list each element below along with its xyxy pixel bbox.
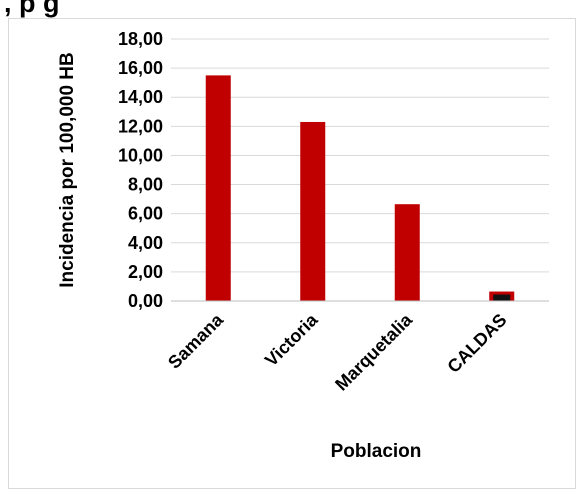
gridlines	[171, 38, 549, 302]
y-tick-label: 10,00	[118, 145, 163, 165]
y-tick-label: 18,00	[118, 29, 163, 49]
x-tick-label: Victoria	[261, 309, 322, 370]
y-axis-label: Incidencia por 100,000 HB	[57, 52, 78, 288]
bar-chart: 0,00 2,00 4,00 6,00 8,00 10,00 12,00 14,00 16,00…	[57, 29, 549, 462]
bars	[205, 75, 515, 301]
y-tick-label: 12,00	[118, 116, 163, 136]
y-tick-label: 16,00	[118, 58, 163, 78]
y-tick-label: 4,00	[128, 233, 163, 253]
bar-samana	[205, 75, 231, 301]
y-tick-label: 6,00	[128, 204, 163, 224]
x-tick-label: CALDAS	[443, 310, 510, 377]
bar-victoria	[300, 121, 326, 301]
y-tick-label: 2,00	[128, 262, 163, 282]
bar-highlight-fill	[493, 294, 511, 301]
x-axis-label: Poblacion	[331, 441, 422, 462]
y-tick-label: 14,00	[118, 87, 163, 107]
bar-marquetalia	[394, 204, 420, 301]
x-axis-ticks: Samana Victoria Marquetalia CALDAS	[164, 309, 510, 395]
chart-area: 0,00 2,00 4,00 6,00 8,00 10,00 12,00 14,00 16,00…	[8, 18, 576, 489]
y-axis-ticks: 0,00 2,00 4,00 6,00 8,00 10,00 12,00 14,00 16,00…	[118, 29, 163, 311]
y-tick-label: 0,00	[128, 291, 163, 311]
y-tick-label: 8,00	[128, 175, 163, 195]
x-tick-label: Marquetalia	[331, 309, 417, 395]
x-tick-label: Samana	[164, 309, 228, 373]
chart-title-fragment: , p g	[4, 0, 60, 18]
